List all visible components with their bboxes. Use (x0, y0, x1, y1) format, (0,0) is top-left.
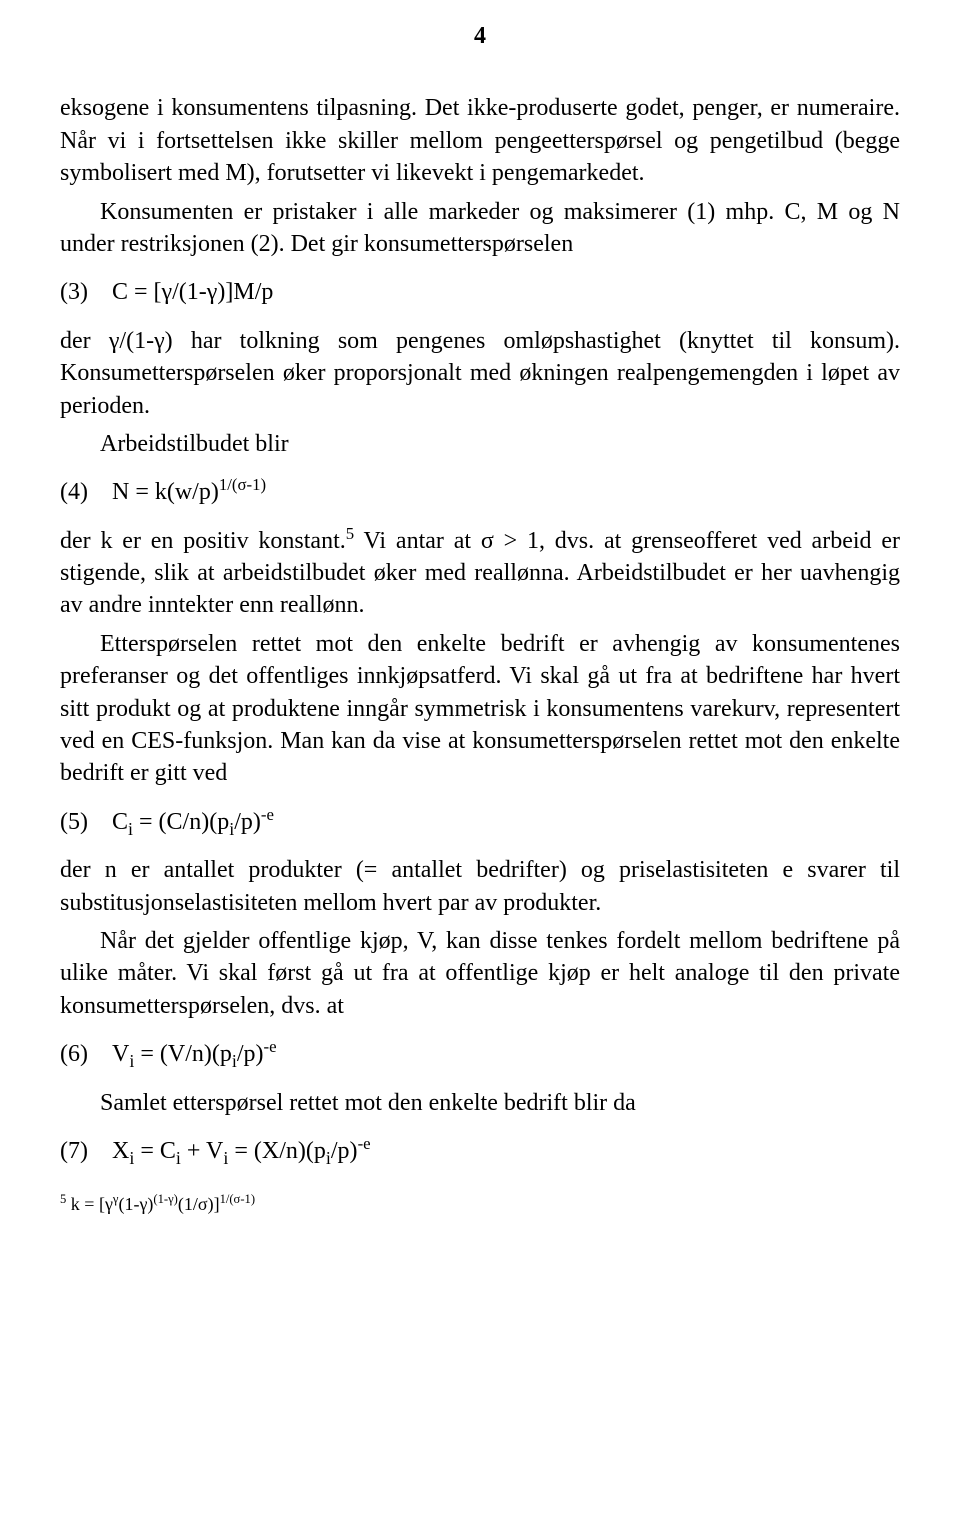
eq7-sup: -e (358, 1134, 371, 1153)
eq6-sup: -e (264, 1037, 277, 1056)
eq6-b: = (V/n)(p (134, 1041, 232, 1067)
fn-sup3: (1-γ) (153, 1192, 177, 1206)
page: 4 eksogene i konsumentens tilpasning. De… (0, 0, 960, 1519)
equation-7: (7) Xi = Ci + Vi = (X/n)(pi/p)-e (60, 1135, 900, 1167)
equation-6: (6) Vi = (V/n)(pi/p)-e (60, 1038, 900, 1070)
paragraph-8: Når det gjelder offentlige kjøp, V, kan … (60, 925, 900, 1022)
eq7-b: = C (134, 1138, 176, 1164)
eq6-a: (6) V (60, 1041, 129, 1067)
eq5-c: /p) (234, 809, 261, 835)
fn-a: k = [γ (66, 1194, 113, 1214)
p5-footref: 5 (346, 524, 354, 543)
eq7-e: /p) (331, 1138, 358, 1164)
page-number: 4 (60, 20, 900, 52)
eq5-a: (5) C (60, 809, 128, 835)
eq4-text: (4) N = k(w/p) (60, 479, 219, 505)
paragraph-6: Etterspørselen rettet mot den enkelte be… (60, 628, 900, 790)
eq6-c: /p) (237, 1041, 264, 1067)
eq7-c: + V (181, 1138, 223, 1164)
equation-4: (4) N = k(w/p)1/(σ-1) (60, 476, 900, 508)
equation-3: (3) C = [γ/(1-γ)]M/p (60, 276, 900, 308)
eq4-sup: 1/(σ-1) (219, 475, 266, 494)
paragraph-4: Arbeidstilbudet blir (60, 428, 900, 460)
fn-sup4: 1/(σ-1) (220, 1192, 255, 1206)
paragraph-9: Samlet etterspørsel rettet mot den enkel… (60, 1087, 900, 1119)
paragraph-3: der γ/(1-γ) har tolkning som pengenes om… (60, 325, 900, 422)
p5-a: der k er en positiv konstant. (60, 528, 346, 554)
fn-c: (1/σ)] (178, 1194, 220, 1214)
paragraph-2: Konsumenten er pristaker i alle markeder… (60, 196, 900, 261)
eq7-a: (7) X (60, 1138, 129, 1164)
fn-b: (1-γ) (118, 1194, 153, 1214)
paragraph-1: eksogene i konsumentens tilpasning. Det … (60, 92, 900, 189)
paragraph-7: der n er antallet produkter (= antallet … (60, 854, 900, 919)
equation-5: (5) Ci = (C/n)(pi/p)-e (60, 806, 900, 838)
eq5-sup: -e (261, 805, 274, 824)
eq5-b: = (C/n)(p (133, 809, 229, 835)
footnote-5: 5 k = [γγ(1-γ)(1-γ)(1/σ)]1/(σ-1) (60, 1192, 900, 1216)
eq7-d: = (X/n)(p (228, 1138, 326, 1164)
paragraph-5: der k er en positiv konstant.5 Vi antar … (60, 525, 900, 622)
